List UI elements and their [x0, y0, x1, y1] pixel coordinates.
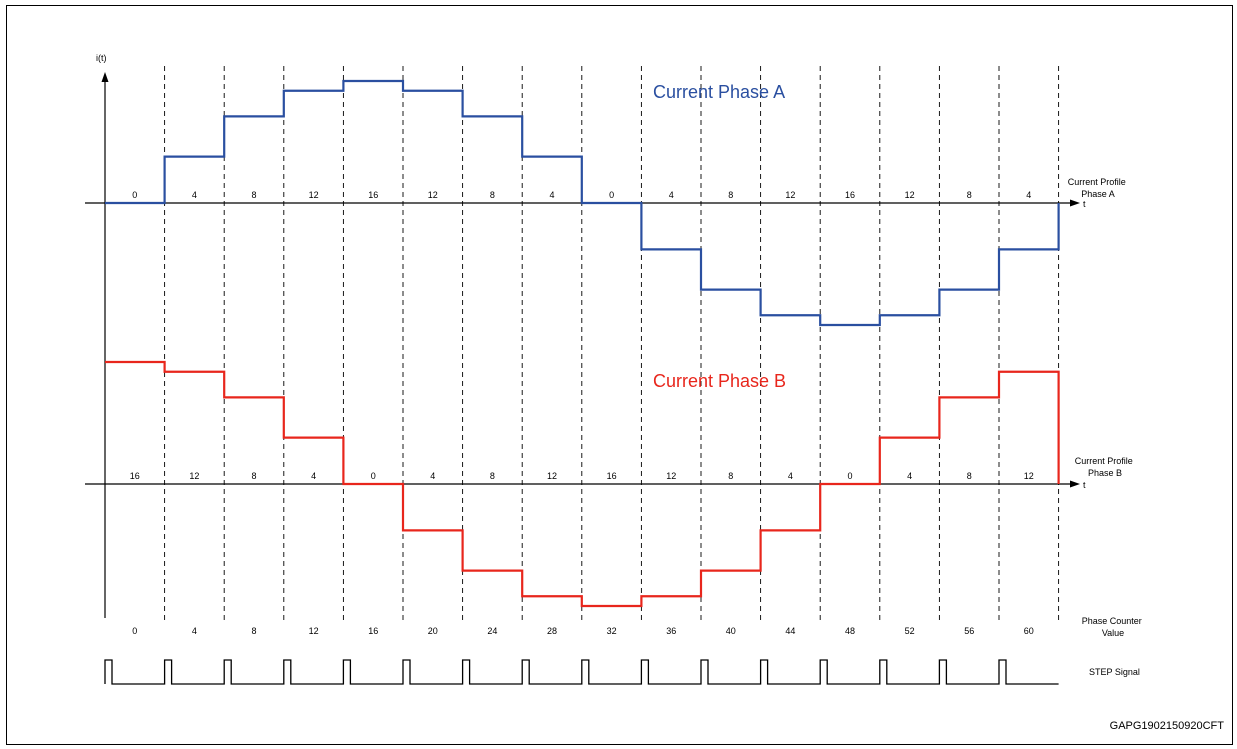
phase-a-label-8: 0: [609, 190, 614, 200]
step-divider-lines: [164, 66, 1060, 620]
phase-a-profile-label-line2: Phase A: [1081, 189, 1115, 199]
phase-a-label-0: 0: [132, 190, 137, 200]
phase-counter-labels: 0 4 8 12 16 20 24 28 32 36 40 44 48 52 56 60: [132, 626, 1034, 636]
figure-code: GAPG1902150920CFT: [1110, 720, 1225, 732]
phase-counter-value-4: 16: [368, 626, 378, 636]
phase-a-label-14: 8: [967, 190, 972, 200]
phase-b-label-2: 8: [251, 471, 256, 481]
phase-a-label-9: 4: [669, 190, 674, 200]
phase-b-label-3: 4: [311, 471, 316, 481]
phase-a-label-4: 16: [368, 190, 378, 200]
phase-b-label-11: 4: [788, 471, 793, 481]
phase-b-title: Current Phase B: [653, 371, 786, 391]
phase-a-profile-label-line1: Current Profile: [1068, 177, 1126, 187]
phase-a-label-2: 8: [251, 190, 256, 200]
phase-b-label-8: 16: [607, 471, 617, 481]
y-axis-arrow: [101, 72, 109, 82]
phase-b-label-5: 4: [430, 471, 435, 481]
phase-counter-value-14: 56: [964, 626, 974, 636]
phase-b-label-7: 12: [547, 471, 557, 481]
phase-counter-label: Phase Counter Value: [1082, 616, 1145, 638]
phase-a-label-5: 12: [428, 190, 438, 200]
phase-b-current-waveform: [105, 360, 1060, 608]
phase-a-label-15: 4: [1026, 190, 1031, 200]
phase-b-time-axis-arrow: [1070, 480, 1080, 488]
phase-b-profile-label-line2: Phase B: [1088, 468, 1122, 478]
phase-b-label-6: 8: [490, 471, 495, 481]
step-signal-waveform: [104, 659, 1059, 685]
phase-b-label-10: 8: [728, 471, 733, 481]
step-signal-label: STEP Signal: [1089, 667, 1140, 677]
phase-b-label-0: 16: [130, 471, 140, 481]
phase-counter-value-13: 52: [905, 626, 915, 636]
phase-counter-value-12: 48: [845, 626, 855, 636]
phase-a-profile-label: Current Profile Phase A: [1068, 177, 1129, 199]
phase-b-label-9: 12: [666, 471, 676, 481]
phase-b-label-12: 0: [847, 471, 852, 481]
phase-a-title: Current Phase A: [653, 82, 785, 102]
phase-counter-value-5: 20: [428, 626, 438, 636]
phase-counter-value-10: 40: [726, 626, 736, 636]
phase-counter-value-11: 44: [785, 626, 795, 636]
phase-counter-value-1: 4: [192, 626, 197, 636]
phase-a-label-13: 12: [905, 190, 915, 200]
phase-counter-value-3: 12: [309, 626, 319, 636]
phase-a-label-3: 12: [309, 190, 319, 200]
phase-a-label-10: 8: [728, 190, 733, 200]
phase-counter-value-8: 32: [607, 626, 617, 636]
phase-a-label-7: 4: [549, 190, 554, 200]
phase-b-label-13: 4: [907, 471, 912, 481]
phase-b-profile-label-line1: Current Profile: [1075, 456, 1133, 466]
phase-counter-value-2: 8: [251, 626, 256, 636]
phase-b-profile-label: Current Profile Phase B: [1075, 456, 1136, 478]
phase-b-segment-labels: 16 12 8 4 0 4 8 12 16 12 8 4 0 4 8 12: [130, 471, 1034, 481]
phase-counter-value-15: 60: [1024, 626, 1034, 636]
phase-counter-label-line1: Phase Counter: [1082, 616, 1142, 626]
phase-b-label-14: 8: [967, 471, 972, 481]
diagram-frame: [6, 5, 1233, 745]
phase-a-time-label: t: [1083, 199, 1086, 209]
phase-counter-label-line2: Value: [1102, 628, 1124, 638]
phase-counter-value-9: 36: [666, 626, 676, 636]
phase-b-label-1: 12: [189, 471, 199, 481]
phase-a-label-12: 16: [845, 190, 855, 200]
phase-b-label-15: 12: [1024, 471, 1034, 481]
phase-counter-value-7: 28: [547, 626, 557, 636]
phase-a-segment-labels: 0 4 8 12 16 12 8 4 0 4 8 12 16 12 8 4: [132, 190, 1031, 200]
phase-counter-value-6: 24: [487, 626, 497, 636]
y-axis-label: i(t): [96, 53, 107, 63]
phase-a-label-1: 4: [192, 190, 197, 200]
phase-counter-value-0: 0: [132, 626, 137, 636]
phase-a-current-waveform: [105, 79, 1060, 327]
phase-b-time-label: t: [1083, 480, 1086, 490]
phase-a-label-11: 12: [785, 190, 795, 200]
phase-a-label-6: 8: [490, 190, 495, 200]
phase-b-label-4: 0: [371, 471, 376, 481]
phase-a-time-axis-arrow: [1070, 199, 1080, 207]
